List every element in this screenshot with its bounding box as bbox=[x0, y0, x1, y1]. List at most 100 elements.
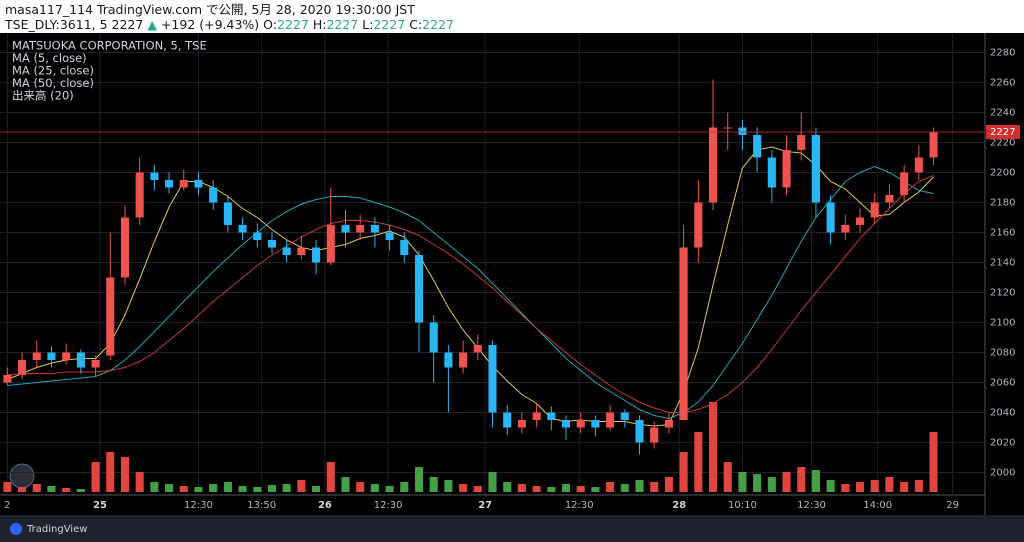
volume-bar bbox=[488, 472, 497, 492]
volume-bar bbox=[459, 484, 468, 492]
candle-body bbox=[561, 420, 571, 428]
header-line2: TSE_DLY:3611, 5 2227 ▲ +192 (+9.43%) O:2… bbox=[5, 17, 1024, 32]
legend-entry: MA (5, close) bbox=[12, 51, 87, 65]
candle-body bbox=[679, 247, 688, 420]
x-tick-label: 27 bbox=[478, 500, 492, 511]
volume-bar bbox=[370, 484, 379, 492]
volume-bar bbox=[150, 482, 159, 492]
candle-body bbox=[929, 132, 938, 158]
y-tick-label: 2240 bbox=[990, 108, 1015, 119]
candle-body bbox=[76, 352, 85, 368]
c: 2227 bbox=[422, 17, 454, 32]
volume-bar bbox=[561, 484, 571, 492]
candle-body bbox=[606, 412, 615, 428]
volume-bar bbox=[606, 482, 615, 492]
legend-entry: 出来高 (20) bbox=[12, 89, 74, 103]
candle-body bbox=[782, 150, 791, 188]
chart-bg bbox=[0, 33, 1024, 515]
volume-bar bbox=[400, 482, 409, 492]
legend-entry: MA (50, close) bbox=[12, 76, 94, 90]
volume-bar bbox=[267, 485, 277, 492]
volume-bar bbox=[885, 477, 894, 492]
candle-body bbox=[855, 217, 865, 225]
o: 2227 bbox=[277, 17, 309, 32]
candle-body bbox=[723, 127, 732, 129]
volume-bar bbox=[209, 484, 218, 492]
header-line1: masa117_114 TradingView.com で公開, 5月 28, … bbox=[5, 2, 415, 17]
x-tick-label: 12:30 bbox=[184, 500, 213, 511]
candle-body bbox=[312, 247, 321, 263]
candle-body bbox=[708, 127, 718, 203]
volume-bar bbox=[91, 462, 100, 492]
candle-body bbox=[753, 135, 762, 158]
logo-badge bbox=[9, 463, 35, 489]
x-tick-label: 26 bbox=[318, 500, 332, 511]
candle-body bbox=[282, 247, 291, 255]
volume-bar bbox=[694, 432, 703, 492]
volume-bar bbox=[708, 402, 718, 492]
y-tick-label: 2040 bbox=[990, 408, 1015, 419]
candle-body bbox=[414, 255, 424, 323]
volume-bar bbox=[650, 482, 659, 492]
legend-entry: MA (25, close) bbox=[12, 64, 94, 78]
volume-bar bbox=[900, 482, 909, 492]
candle-body bbox=[297, 247, 306, 255]
candle-body bbox=[18, 360, 27, 375]
candle-body bbox=[194, 180, 203, 188]
volume-bar bbox=[165, 484, 174, 492]
volume-bar bbox=[356, 482, 365, 492]
y-tick-label: 2140 bbox=[990, 258, 1015, 269]
candle-body bbox=[900, 172, 909, 195]
volume-bar bbox=[738, 472, 747, 492]
x-tick-label: 12:30 bbox=[374, 500, 403, 511]
change: +192 (+9.43%) bbox=[160, 17, 260, 32]
y-tick-label: 2260 bbox=[990, 78, 1015, 89]
candle-body bbox=[635, 420, 644, 443]
arrow: ▲ bbox=[147, 17, 157, 32]
volume-bar bbox=[341, 477, 350, 492]
volume-bar bbox=[120, 457, 130, 492]
candle-body bbox=[32, 352, 41, 360]
volume-bar bbox=[767, 477, 776, 492]
volume-bar bbox=[517, 484, 526, 492]
candle-body bbox=[694, 202, 703, 248]
volume-bar bbox=[223, 482, 232, 492]
candle-body bbox=[650, 427, 659, 443]
volume-bar bbox=[385, 486, 394, 492]
candle-body bbox=[576, 420, 585, 428]
volume-bar bbox=[841, 484, 850, 492]
l-label: L: bbox=[362, 17, 374, 32]
volume-bar bbox=[855, 482, 865, 492]
c-label: C: bbox=[409, 17, 423, 32]
candle-body bbox=[106, 277, 115, 356]
candle-body bbox=[135, 172, 144, 218]
candle-body bbox=[444, 352, 453, 368]
volume-bar bbox=[503, 482, 512, 492]
candle-body bbox=[841, 225, 850, 233]
candle-body bbox=[532, 412, 541, 420]
candle-body bbox=[356, 225, 365, 233]
candle-body bbox=[870, 202, 879, 218]
volume-bar bbox=[282, 484, 291, 492]
y-tick-label: 2280 bbox=[990, 48, 1015, 59]
symbol: TSE_DLY:3611, 5 bbox=[5, 17, 108, 32]
candle-body bbox=[488, 345, 497, 413]
volume-bar bbox=[532, 486, 541, 492]
y-tick-label: 2180 bbox=[990, 198, 1015, 209]
o-label: O: bbox=[263, 17, 278, 32]
candle-body bbox=[267, 240, 277, 248]
volume-bar bbox=[18, 487, 27, 492]
volume-bar bbox=[929, 432, 938, 492]
x-tick-label: 13:50 bbox=[247, 500, 276, 511]
x-tick-label: 14:00 bbox=[863, 500, 892, 511]
volume-bar bbox=[811, 470, 820, 492]
volume-bar bbox=[753, 474, 762, 492]
candle-body bbox=[797, 135, 806, 150]
last: 2227 bbox=[111, 17, 144, 32]
volume-bar bbox=[312, 486, 321, 492]
volume-bar bbox=[547, 487, 556, 492]
y-tick-label: 2020 bbox=[990, 438, 1015, 449]
candle-body bbox=[914, 157, 923, 173]
volume-bar bbox=[723, 462, 732, 492]
footer-bg bbox=[0, 515, 1024, 542]
